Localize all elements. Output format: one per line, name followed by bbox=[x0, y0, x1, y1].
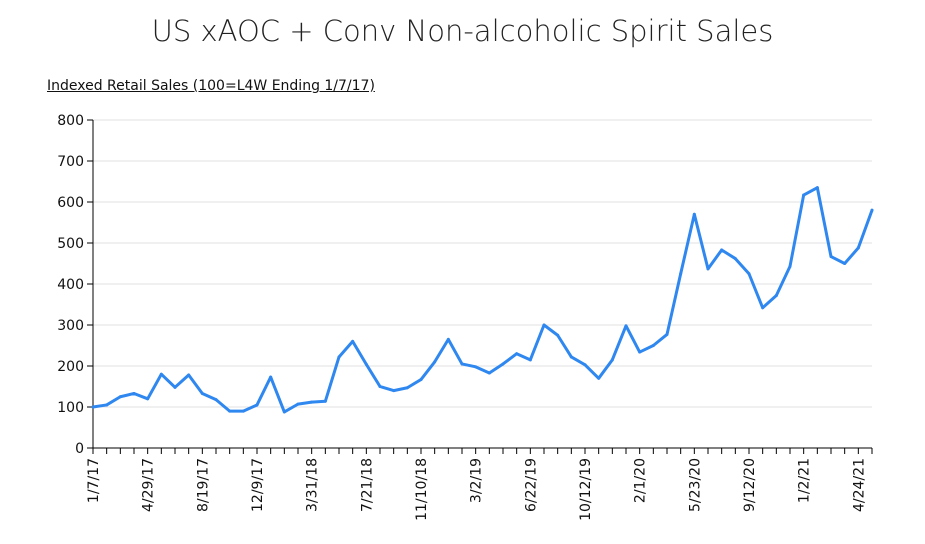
data-point bbox=[351, 339, 355, 343]
data-point bbox=[105, 403, 109, 407]
data-point bbox=[487, 371, 491, 375]
data-point bbox=[747, 272, 751, 276]
data-point bbox=[665, 332, 669, 336]
x-tick-label: 4/24/21 bbox=[851, 458, 867, 512]
data-point bbox=[310, 400, 314, 404]
series-line bbox=[91, 186, 874, 414]
data-point bbox=[214, 398, 218, 402]
x-tick-label: 4/29/17 bbox=[141, 458, 157, 512]
data-point bbox=[733, 257, 737, 261]
data-point bbox=[679, 272, 683, 276]
chart-title: US xAOC + Conv Non-alcoholic Spirit Sale… bbox=[151, 14, 774, 48]
data-point bbox=[515, 352, 519, 356]
data-point bbox=[802, 193, 806, 197]
data-point bbox=[405, 386, 409, 390]
data-point bbox=[159, 372, 163, 376]
y-tick-label: 700 bbox=[57, 154, 84, 170]
data-point bbox=[91, 405, 95, 409]
data-point bbox=[446, 337, 450, 341]
data-point bbox=[761, 306, 765, 310]
data-point bbox=[583, 363, 587, 367]
data-point bbox=[241, 409, 245, 413]
data-point bbox=[624, 324, 628, 328]
x-tick-label: 12/9/17 bbox=[250, 458, 266, 512]
data-point bbox=[173, 385, 177, 389]
data-point bbox=[132, 391, 136, 395]
series-layer bbox=[91, 186, 874, 414]
axes: 0 100 200 300 400 500 600 700 800 1/7/17 4/29/17 8/… bbox=[57, 113, 873, 521]
y-tick-label: 0 bbox=[75, 441, 84, 457]
y-tick-label: 100 bbox=[57, 400, 84, 416]
data-point bbox=[228, 409, 232, 413]
data-point bbox=[392, 389, 396, 393]
x-tick-label: 7/21/18 bbox=[359, 458, 375, 512]
x-tick-label: 9/12/20 bbox=[742, 458, 758, 512]
data-point bbox=[815, 186, 819, 190]
data-point bbox=[638, 350, 642, 354]
data-point bbox=[501, 362, 505, 366]
x-tick-label: 5/23/20 bbox=[687, 458, 703, 512]
data-point bbox=[692, 212, 696, 216]
data-point bbox=[255, 403, 259, 407]
x-tick-label: 6/22/19 bbox=[523, 458, 539, 512]
data-point bbox=[419, 378, 423, 382]
data-point bbox=[474, 365, 478, 369]
data-point bbox=[200, 391, 204, 395]
data-point bbox=[528, 358, 532, 362]
data-point bbox=[870, 208, 874, 212]
data-point bbox=[542, 323, 546, 327]
y-tick-label: 500 bbox=[57, 236, 84, 252]
data-point bbox=[556, 333, 560, 337]
data-point bbox=[337, 355, 341, 359]
data-point bbox=[706, 267, 710, 271]
data-point bbox=[282, 410, 286, 414]
data-point bbox=[651, 344, 655, 347]
gridlines bbox=[93, 119, 872, 408]
data-point bbox=[829, 255, 833, 259]
data-point bbox=[856, 246, 860, 250]
data-point bbox=[774, 293, 778, 297]
x-tick-label: 3/2/19 bbox=[469, 458, 485, 503]
data-point bbox=[843, 262, 847, 265]
x-tick-label: 11/10/18 bbox=[414, 458, 430, 521]
data-point bbox=[433, 360, 437, 364]
data-point bbox=[378, 385, 382, 388]
data-point bbox=[788, 264, 792, 268]
data-point bbox=[187, 373, 191, 377]
data-point bbox=[323, 399, 327, 403]
data-point bbox=[364, 362, 368, 366]
data-point bbox=[296, 402, 300, 406]
data-point bbox=[569, 355, 573, 359]
data-point bbox=[460, 362, 464, 366]
y-tick-label: 400 bbox=[57, 277, 84, 293]
data-point bbox=[597, 376, 601, 380]
y-tick-label: 200 bbox=[57, 359, 84, 375]
data-point bbox=[610, 358, 614, 362]
y-tick-label: 300 bbox=[57, 318, 84, 334]
chart-subtitle: Indexed Retail Sales (100=L4W Ending 1/7… bbox=[47, 78, 375, 94]
y-tick-label: 600 bbox=[57, 195, 84, 211]
y-tick-label: 800 bbox=[57, 113, 84, 129]
data-point bbox=[269, 375, 273, 379]
x-tick-label: 10/12/19 bbox=[578, 458, 594, 521]
x-tick-label: 2/1/20 bbox=[633, 458, 649, 503]
x-tick-label: 8/19/17 bbox=[195, 458, 211, 512]
data-point bbox=[118, 395, 122, 399]
data-point bbox=[720, 248, 724, 252]
x-tick-label: 1/2/21 bbox=[797, 458, 813, 503]
x-tick-label: 1/7/17 bbox=[86, 458, 102, 503]
x-tick-label: 3/31/18 bbox=[305, 458, 321, 512]
data-point bbox=[146, 397, 150, 401]
